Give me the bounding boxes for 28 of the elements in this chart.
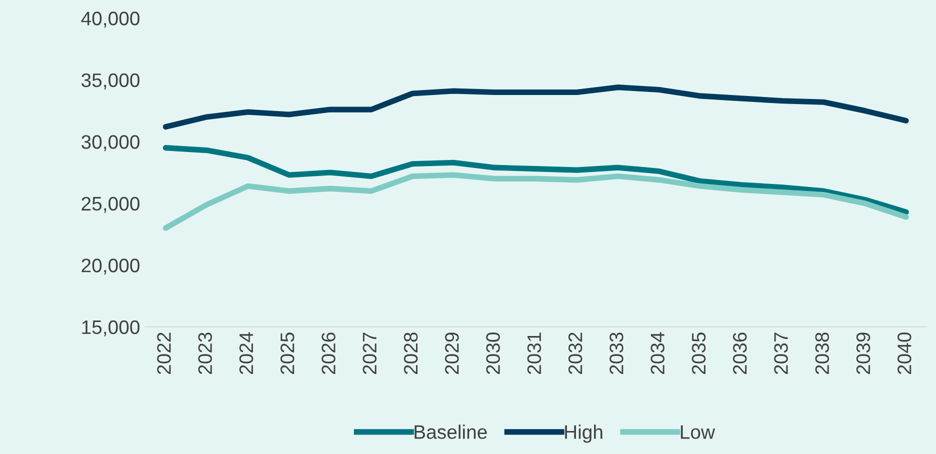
x-tick-label: 2037: [774, 332, 788, 374]
x-tick-label: 2036: [732, 332, 747, 374]
x-tick-label: 2024: [239, 332, 254, 374]
x-tick-label: 2026: [322, 332, 336, 374]
x-tick-label: 2022: [157, 332, 171, 374]
y-tick-label: 20,000: [82, 258, 140, 275]
y-tick-label: 15,000: [82, 320, 140, 336]
x-tick-label: 2038: [815, 332, 830, 374]
x-tick-label: 2030: [486, 332, 500, 374]
legend-label: High: [565, 424, 602, 443]
x-tick-label: 2032: [568, 332, 582, 374]
y-tick-label: 25,000: [82, 196, 140, 213]
x-tick-label: 2035: [692, 332, 706, 374]
x-tick-label: 2033: [610, 332, 624, 374]
x-tick-label: 2028: [404, 332, 418, 374]
x-tick-label: 2027: [362, 332, 377, 374]
y-tick-label: 40,000: [81, 12, 140, 28]
x-tick-label: 2040: [898, 332, 912, 374]
x-tick-label: 2025: [280, 332, 294, 374]
x-tick-label: 2023: [198, 332, 212, 374]
x-tick-label: 2029: [445, 332, 459, 374]
x-tick-label: 2039: [856, 332, 870, 374]
y-tick-label: 30,000: [81, 135, 140, 152]
y-tick-label: 35,000: [81, 73, 140, 90]
x-tick-label: 2031: [527, 332, 542, 374]
x-tick-label: 2034: [650, 332, 664, 374]
legend-label: Baseline: [414, 424, 487, 439]
legend-label: Low: [680, 425, 716, 439]
